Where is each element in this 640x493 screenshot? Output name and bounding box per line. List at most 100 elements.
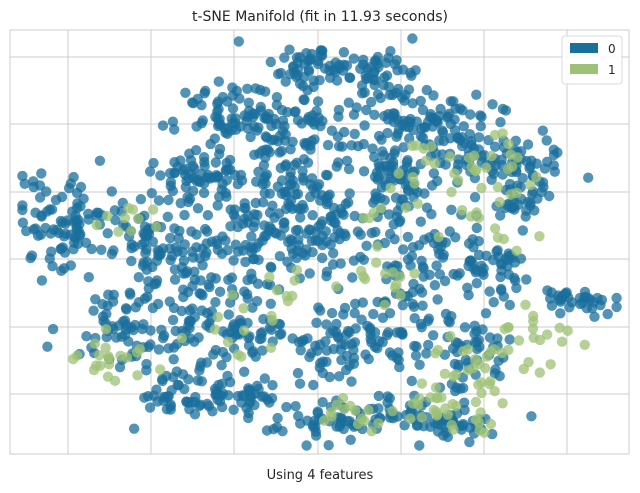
scatter-point-class-0 bbox=[225, 326, 236, 338]
scatter-point-class-0 bbox=[458, 382, 469, 394]
scatter-point-class-0 bbox=[210, 297, 221, 308]
scatter-point-class-0 bbox=[602, 308, 613, 320]
scatter-point-class-0 bbox=[459, 322, 471, 333]
scatter-point-class-0 bbox=[355, 251, 366, 263]
scatter-point-class-0 bbox=[343, 163, 355, 175]
scatter-point-class-0 bbox=[71, 221, 82, 233]
scatter-point-class-0 bbox=[217, 326, 229, 337]
scatter-point-class-1 bbox=[489, 385, 500, 397]
scatter-point-class-0 bbox=[374, 336, 385, 347]
scatter-point-class-0 bbox=[428, 330, 439, 341]
scatter-point-class-1 bbox=[376, 202, 387, 214]
scatter-point-class-0 bbox=[410, 350, 422, 361]
scatter-point-class-1 bbox=[331, 281, 342, 292]
scatter-point-class-1 bbox=[497, 128, 508, 139]
scatter-point-class-0 bbox=[432, 294, 443, 305]
scatter-point-class-0 bbox=[431, 260, 442, 271]
scatter-point-class-0 bbox=[348, 109, 360, 120]
scatter-point-class-0 bbox=[196, 118, 207, 129]
scatter-point-class-0 bbox=[489, 141, 501, 152]
scatter-point-class-0 bbox=[549, 166, 560, 177]
scatter-point-class-0 bbox=[47, 323, 59, 335]
scatter-point-class-0 bbox=[348, 344, 359, 356]
scatter-point-class-0 bbox=[398, 142, 409, 153]
scatter-point-class-1 bbox=[476, 182, 487, 194]
scatter-point-class-1 bbox=[534, 367, 545, 378]
scatter-point-class-0 bbox=[303, 111, 314, 123]
legend-label-0: 0 bbox=[608, 42, 616, 56]
scatter-point-class-0 bbox=[232, 246, 244, 257]
scatter-point-class-0 bbox=[110, 214, 121, 226]
scatter-point-class-0 bbox=[147, 236, 159, 247]
scatter-point-class-0 bbox=[492, 245, 503, 256]
scatter-point-class-0 bbox=[264, 279, 276, 291]
scatter-point-class-0 bbox=[109, 205, 121, 216]
scatter-point-class-0 bbox=[292, 69, 303, 81]
scatter-point-class-0 bbox=[255, 101, 266, 113]
scatter-point-class-0 bbox=[97, 299, 108, 310]
scatter-point-class-0 bbox=[221, 165, 232, 176]
scatter-point-class-0 bbox=[209, 383, 221, 395]
scatter-point-class-0 bbox=[244, 105, 255, 117]
x-axis-label: Using 4 features bbox=[267, 468, 374, 483]
scatter-point-class-0 bbox=[240, 202, 251, 214]
scatter-point-class-1 bbox=[476, 387, 487, 399]
scatter-point-class-0 bbox=[212, 200, 223, 211]
scatter-point-class-0 bbox=[178, 255, 190, 266]
scatter-point-class-0 bbox=[333, 104, 345, 116]
scatter-point-class-1 bbox=[209, 324, 221, 335]
scatter-point-class-0 bbox=[284, 44, 295, 55]
scatter-point-class-0 bbox=[264, 147, 275, 158]
scatter-point-class-1 bbox=[433, 231, 444, 243]
scatter-point-class-1 bbox=[554, 322, 565, 333]
scatter-point-class-0 bbox=[407, 33, 418, 44]
scatter-point-class-1 bbox=[480, 363, 491, 374]
scatter-point-class-1 bbox=[413, 399, 424, 410]
scatter-point-class-1 bbox=[406, 140, 418, 151]
scatter-point-class-0 bbox=[94, 155, 106, 166]
scatter-point-class-1 bbox=[445, 330, 456, 342]
scatter-point-class-0 bbox=[168, 354, 179, 365]
scatter-point-class-1 bbox=[371, 257, 382, 268]
scatter-point-class-0 bbox=[307, 210, 318, 221]
scatter-point-class-1 bbox=[426, 141, 437, 152]
scatter-point-class-0 bbox=[305, 191, 316, 203]
scatter-point-class-0 bbox=[361, 240, 372, 251]
scatter-point-class-0 bbox=[235, 121, 246, 132]
scatter-point-class-0 bbox=[330, 57, 341, 68]
scatter-point-class-0 bbox=[503, 269, 514, 280]
scatter-point-class-1 bbox=[507, 161, 518, 172]
scatter-point-class-0 bbox=[228, 404, 239, 415]
scatter-point-class-0 bbox=[141, 365, 152, 376]
scatter-point-class-0 bbox=[224, 154, 236, 166]
scatter-point-class-1 bbox=[428, 404, 439, 416]
scatter-point-class-0 bbox=[411, 116, 422, 127]
scatter-point-class-0 bbox=[285, 234, 296, 245]
scatter-point-class-0 bbox=[439, 275, 451, 287]
scatter-point-class-0 bbox=[239, 366, 250, 377]
scatter-point-class-0 bbox=[210, 157, 221, 168]
scatter-point-class-0 bbox=[72, 238, 84, 249]
scatter-point-class-1 bbox=[446, 419, 457, 431]
scatter-point-class-1 bbox=[126, 225, 137, 237]
scatter-point-class-0 bbox=[251, 176, 262, 187]
scatter-point-class-1 bbox=[267, 315, 278, 326]
scatter-point-class-0 bbox=[419, 234, 430, 245]
scatter-point-class-0 bbox=[322, 170, 333, 181]
scatter-point-class-0 bbox=[273, 208, 285, 219]
scatter-point-class-0 bbox=[487, 99, 498, 110]
scatter-point-class-0 bbox=[377, 312, 389, 323]
scatter-point-class-1 bbox=[412, 198, 423, 209]
scatter-point-class-1 bbox=[103, 353, 114, 364]
scatter-point-class-1 bbox=[448, 371, 459, 382]
scatter-point-class-1 bbox=[395, 290, 406, 301]
scatter-point-class-0 bbox=[287, 136, 298, 147]
scatter-point-class-0 bbox=[348, 53, 360, 64]
scatter-point-class-0 bbox=[437, 127, 449, 138]
scatter-point-class-0 bbox=[223, 309, 234, 320]
scatter-point-class-1 bbox=[238, 303, 249, 314]
scatter-point-class-0 bbox=[224, 377, 236, 388]
scatter-point-class-1 bbox=[318, 415, 330, 426]
scatter-point-class-1 bbox=[115, 350, 126, 361]
scatter-point-class-1 bbox=[453, 175, 464, 186]
